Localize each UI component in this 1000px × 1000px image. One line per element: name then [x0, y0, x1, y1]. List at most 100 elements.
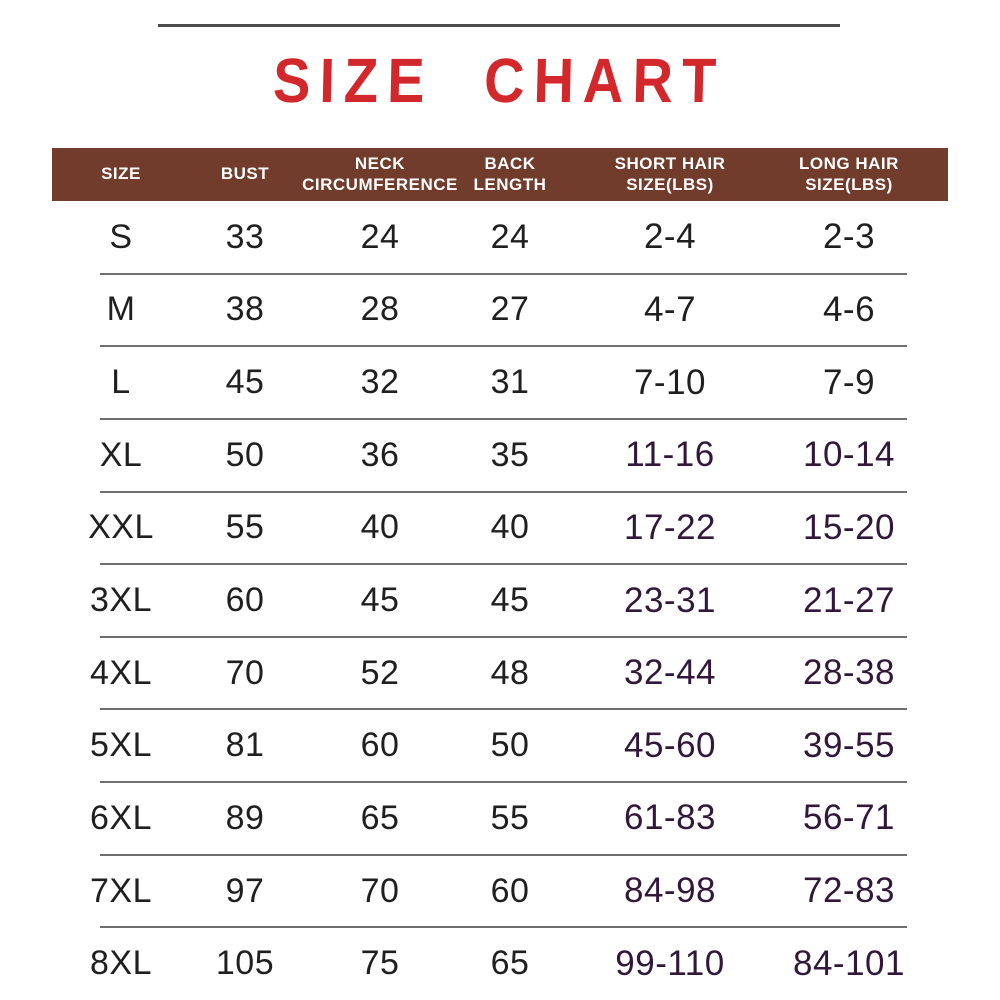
cell-size: L [111, 363, 131, 402]
cell-neck: 36 [360, 435, 400, 474]
column-header-line: LONG HAIR [799, 154, 899, 174]
cell-back: 65 [490, 944, 530, 983]
table-row-5xl: 5XL 81 60 50 45-60 39-55 [52, 708, 948, 782]
table-body: S 33 24 24 2-4 2-3 M 38 28 27 4-7 4-6 L 45 32 31 7-10 7-9… [52, 201, 948, 1000]
cell-bust: 60 [225, 581, 265, 620]
cell-neck: 70 [360, 871, 400, 910]
column-header-line: SIZE(LBS) [805, 174, 893, 194]
table-row-4xl: 4XL 70 52 48 32-44 28-38 [52, 635, 948, 710]
cell-long_hair: 10-14 [802, 435, 896, 475]
row-divider [100, 781, 907, 784]
cell-back: 24 [490, 217, 530, 256]
column-header-line: CIRCUMFERENCE [302, 174, 458, 194]
cell-back: 60 [490, 871, 530, 910]
table-row-6xl: 6XL 89 65 55 61-83 56-71 [52, 781, 948, 855]
cell-size: M [106, 290, 136, 329]
page-title: SIZE CHART [272, 45, 726, 116]
cell-long_hair: 56-71 [802, 798, 896, 838]
cell-long_hair: 84-101 [793, 943, 905, 983]
row-divider [100, 345, 907, 348]
cell-long_hair: 39-55 [802, 725, 896, 765]
table-row-xl: XL 50 36 35 11-16 10-14 [52, 417, 948, 492]
column-header-line: SIZE(LBS) [626, 174, 714, 194]
cell-back: 45 [490, 581, 530, 620]
cell-bust: 89 [225, 798, 265, 837]
cell-size: 5XL [90, 726, 152, 765]
cell-short_hair: 2-4 [643, 217, 697, 257]
cell-neck: 24 [360, 217, 400, 256]
cell-bust: 70 [225, 653, 265, 692]
cell-long_hair: 28-38 [802, 653, 896, 693]
cell-short_hair: 45-60 [623, 725, 717, 765]
cell-neck: 65 [360, 798, 400, 837]
cell-size: 6XL [90, 798, 152, 837]
cell-back: 35 [490, 435, 530, 474]
table-row-s: S 33 24 24 2-4 2-3 [52, 201, 948, 274]
table-row-7xl: 7XL 97 70 60 84-98 72-83 [52, 853, 948, 928]
row-divider [100, 926, 907, 929]
table-row-3xl: 3XL 60 45 45 23-31 21-27 [52, 563, 948, 637]
table-header: SIZE BUST NECK CIRCUMFERENCE BACK LENGTH SHORT… [52, 148, 948, 201]
cell-long_hair: 2-3 [822, 217, 876, 257]
table-row-m: M 38 28 27 4-7 4-6 [52, 272, 948, 347]
column-header-line: SIZE [101, 164, 141, 184]
row-divider [100, 635, 907, 638]
cell-short_hair: 32-44 [623, 653, 717, 693]
cell-short_hair: 61-83 [623, 798, 717, 838]
cell-back: 27 [490, 290, 530, 329]
column-header-short_hair: SHORT HAIR SIZE(LBS) [560, 154, 780, 194]
row-divider [100, 563, 907, 566]
cell-long_hair: 7-9 [822, 362, 876, 402]
cell-back: 55 [490, 798, 530, 837]
column-header-back: BACK LENGTH [460, 154, 560, 194]
cell-size: S [109, 217, 133, 256]
cell-size: 3XL [90, 581, 152, 620]
table-row-l: L 45 32 31 7-10 7-9 [52, 345, 948, 419]
cell-neck: 60 [360, 726, 400, 765]
cell-bust: 33 [225, 217, 265, 256]
row-divider [100, 490, 907, 493]
column-header-line: BUST [220, 164, 270, 184]
cell-short_hair: 23-31 [623, 580, 717, 620]
cell-size: XXL [88, 508, 154, 547]
cell-bust: 55 [225, 508, 265, 547]
cell-bust: 38 [225, 290, 265, 329]
cell-size: 8XL [90, 944, 152, 983]
column-header-long_hair: LONG HAIR SIZE(LBS) [780, 154, 948, 194]
cell-long_hair: 72-83 [802, 871, 896, 911]
column-header-neck: NECK CIRCUMFERENCE [300, 154, 460, 194]
table-row-8xl: 8XL 105 75 65 99-110 84-101 [52, 926, 948, 1000]
cell-bust: 50 [225, 435, 265, 474]
cell-short_hair: 84-98 [623, 871, 717, 911]
cell-bust: 45 [225, 363, 265, 402]
row-divider [100, 853, 907, 856]
cell-short_hair: 7-10 [633, 362, 707, 402]
cell-bust: 81 [225, 726, 265, 765]
cell-neck: 52 [360, 653, 400, 692]
cell-short_hair: 99-110 [615, 943, 725, 983]
cell-bust: 105 [215, 944, 275, 983]
row-divider [100, 417, 907, 420]
column-header-line: BACK [484, 154, 536, 174]
row-divider [100, 708, 907, 711]
cell-long_hair: 4-6 [822, 289, 876, 329]
cell-short_hair: 11-16 [625, 435, 715, 475]
cell-neck: 28 [360, 290, 400, 329]
cell-short_hair: 17-22 [623, 507, 717, 547]
cell-long_hair: 21-27 [802, 580, 896, 620]
column-header-bust: BUST [190, 164, 300, 184]
cell-size: XL [99, 435, 143, 474]
cell-back: 40 [490, 508, 530, 547]
cell-neck: 45 [360, 581, 400, 620]
cell-back: 31 [490, 363, 530, 402]
cell-neck: 40 [360, 508, 400, 547]
table-row-xxl: XXL 55 40 40 17-22 15-20 [52, 490, 948, 565]
row-divider [100, 272, 907, 275]
column-header-line: SHORT HAIR [614, 154, 726, 174]
cell-long_hair: 15-20 [802, 507, 896, 547]
cell-neck: 75 [360, 944, 400, 983]
column-header-size: SIZE [52, 164, 190, 184]
cell-neck: 32 [360, 363, 400, 402]
cell-back: 48 [490, 653, 530, 692]
cell-bust: 97 [225, 871, 265, 910]
